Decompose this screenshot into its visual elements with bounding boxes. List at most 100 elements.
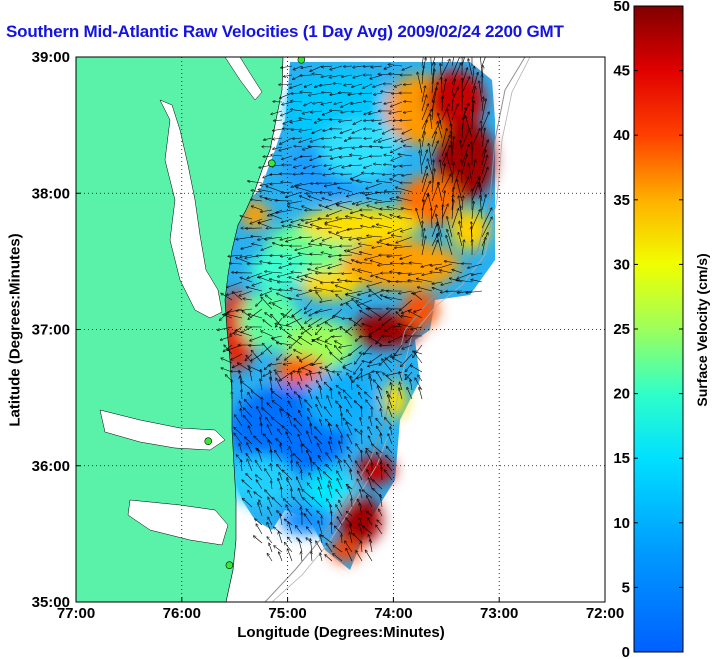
velocity-arrow	[406, 335, 413, 343]
velocity-arrow	[313, 164, 323, 167]
velocity-arrow	[291, 218, 303, 222]
velocity-arrow	[480, 57, 483, 76]
velocity-arrow	[316, 541, 323, 553]
velocity-arrow	[365, 550, 373, 562]
velocity-arrow	[348, 245, 363, 251]
velocity-arrow	[310, 137, 323, 142]
velocity-arrow	[384, 101, 393, 104]
velocity-arrow	[337, 517, 343, 526]
velocity-arrow	[305, 299, 313, 309]
velocity-arrow	[265, 236, 283, 239]
velocity-arrow	[430, 114, 433, 130]
velocity-arrow	[292, 316, 303, 328]
velocity-arrow	[325, 224, 343, 229]
x-tick-label: 77:00	[57, 605, 95, 622]
velocity-arrow	[400, 254, 413, 259]
velocity-arrow	[359, 392, 363, 400]
velocity-arrow	[267, 403, 273, 409]
velocity-arrow	[333, 546, 343, 553]
velocity-arrow	[235, 330, 253, 337]
velocity-arrow	[336, 505, 343, 517]
velocity-arrow	[328, 273, 343, 274]
velocity-arrow	[468, 263, 483, 268]
velocity-arrow	[288, 298, 303, 301]
velocity-arrow	[336, 425, 343, 436]
velocity-arrow	[359, 244, 373, 247]
velocity-arrow	[461, 57, 465, 67]
velocity-arrow	[304, 83, 313, 87]
velocity-arrow	[323, 472, 333, 481]
velocity-arrow	[341, 413, 342, 427]
velocity-arrow	[441, 77, 442, 94]
velocity-arrow	[298, 382, 303, 391]
velocity-arrow	[328, 263, 343, 268]
velocity-arrow	[390, 427, 393, 436]
shelf-break-contour-outer	[271, 57, 531, 602]
velocity-arrow	[421, 174, 427, 193]
velocity-arrow	[254, 436, 263, 445]
velocity-arrow	[328, 485, 333, 499]
velocity-arrow	[256, 480, 263, 490]
velocity-arrow	[306, 527, 313, 535]
velocity-arrow	[271, 215, 283, 220]
velocity-arrow	[234, 427, 243, 436]
velocity-arrow	[418, 287, 433, 292]
velocity-arrow	[374, 164, 383, 165]
velocity-arrow	[278, 272, 293, 277]
velocity-arrow	[316, 263, 333, 269]
velocity-arrow	[280, 327, 293, 337]
velocity-arrow	[391, 155, 403, 161]
velocity-arrow	[457, 290, 473, 293]
velocity-arrow	[268, 263, 283, 264]
velocity-arrow	[299, 396, 303, 409]
velocity-arrow	[390, 199, 403, 202]
velocity-arrow	[248, 392, 253, 400]
velocity-arrow	[335, 346, 343, 355]
velocity-arrow	[280, 236, 293, 240]
velocity-arrow	[385, 191, 403, 192]
velocity-arrow	[290, 83, 303, 88]
velocity-arrow	[309, 290, 323, 291]
velocity-arrow	[319, 83, 333, 86]
velocity-arrow	[349, 319, 363, 328]
velocity-arrow	[293, 138, 303, 139]
velocity-arrow	[283, 499, 293, 508]
velocity-arrow	[381, 91, 393, 94]
velocity-arrow	[339, 344, 353, 347]
velocity-arrow	[379, 137, 393, 142]
velocity-arrow	[456, 280, 473, 283]
velocity-arrow	[373, 101, 383, 104]
velocity-arrow	[302, 206, 313, 211]
velocity-arrow	[347, 191, 363, 196]
velocity-arrow	[276, 372, 283, 382]
velocity-arrow	[431, 83, 438, 103]
velocity-arrow	[371, 66, 383, 67]
velocity-arrow	[224, 345, 233, 355]
velocity-arrow	[243, 415, 253, 427]
velocity-arrow	[378, 264, 393, 265]
velocity-arrow	[447, 229, 453, 247]
velocity-arrow	[234, 333, 243, 337]
radar-station-marker	[204, 437, 213, 446]
velocity-arrow	[366, 448, 373, 454]
velocity-arrow	[312, 497, 323, 508]
velocity-arrow	[431, 182, 439, 202]
velocity-arrow	[261, 344, 273, 354]
velocity-arrow	[298, 371, 303, 382]
velocity-arrow	[386, 456, 393, 463]
velocity-arrow	[468, 163, 473, 184]
velocity-arrow	[380, 409, 382, 418]
velocity-arrow	[358, 270, 373, 274]
velocity-arrow	[401, 227, 413, 232]
velocity-arrow	[240, 254, 253, 257]
velocity-arrow	[380, 494, 383, 508]
velocity-arrow	[339, 146, 353, 149]
velocity-arrow	[359, 278, 373, 283]
velocity-arrow	[461, 116, 464, 139]
velocity-arrow	[451, 209, 458, 229]
velocity-arrow	[471, 210, 480, 229]
velocity-arrow	[379, 214, 393, 220]
velocity-arrow	[346, 216, 363, 220]
velocity-arrow	[301, 173, 313, 174]
velocity-arrow	[353, 74, 363, 78]
